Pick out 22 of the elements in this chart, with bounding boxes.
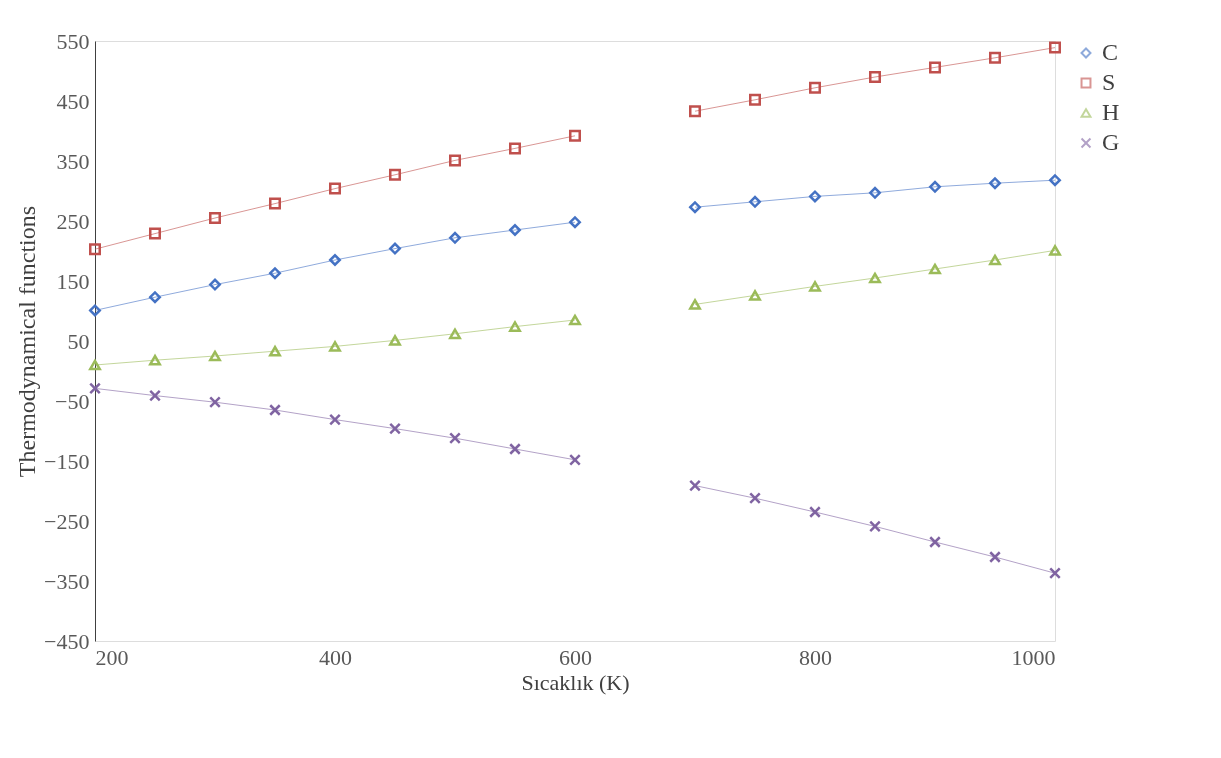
y-tick-label: 450 xyxy=(56,88,90,114)
y-tick-label: −450 xyxy=(44,628,90,654)
y-tick-label: 550 xyxy=(56,28,90,54)
y-tick-label: 50 xyxy=(67,328,90,354)
x-tick-label: 1000 xyxy=(1011,644,1056,670)
y-axis-title: Thermodynamical functions xyxy=(14,205,41,478)
y-tick-label: 250 xyxy=(56,208,90,234)
y-tick-label: −250 xyxy=(44,508,90,534)
legend-label: S xyxy=(1102,69,1116,95)
legend-label: G xyxy=(1102,129,1120,155)
x-tick-label: 200 xyxy=(95,644,129,670)
legend-label: H xyxy=(1102,99,1120,125)
x-tick-label: 800 xyxy=(799,644,832,670)
y-tick-label: 350 xyxy=(56,148,90,174)
legend-label: C xyxy=(1102,39,1119,65)
x-tick-label: 400 xyxy=(319,644,352,670)
x-axis-title: Sıcaklık (K) xyxy=(521,669,630,695)
y-tick-label: −50 xyxy=(55,388,90,414)
y-tick-label: −150 xyxy=(44,448,90,474)
x-tick-label: 600 xyxy=(559,644,592,670)
y-tick-label: −350 xyxy=(44,568,90,594)
y-tick-label: 150 xyxy=(56,268,90,294)
